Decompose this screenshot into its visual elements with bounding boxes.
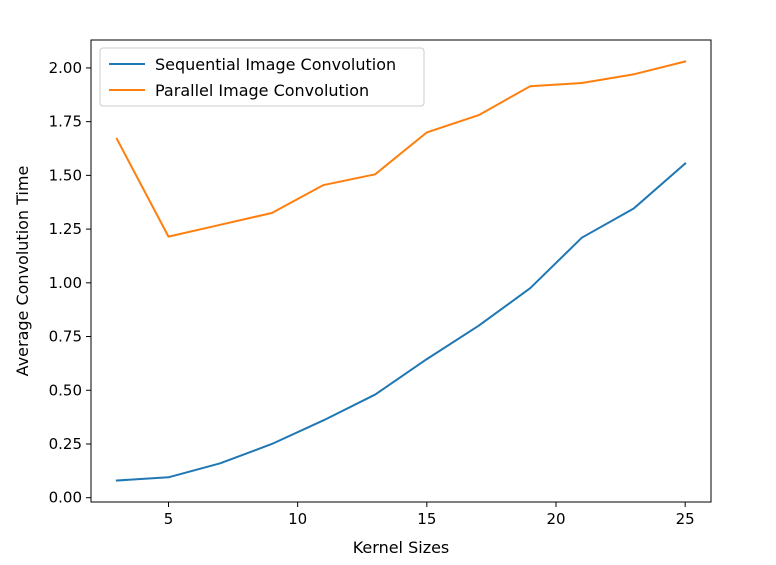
y-tick-label: 0.50 [49,381,82,399]
y-tick-label: 0.25 [49,435,82,453]
x-axis-ticks: 5 10 15 20 25 [164,502,695,528]
x-tick-label: 5 [164,510,174,528]
series-layer [115,60,687,482]
y-tick-label: 1.25 [49,220,82,238]
x-tick-label: 10 [288,510,307,528]
y-tick-label: 1.75 [49,113,82,131]
plot-frame [90,39,712,503]
y-axis-label: Average Convolution Time [13,166,32,377]
legend: Sequential Image Convolution Parallel Ima… [99,47,425,107]
y-tick-label: 0.00 [49,489,82,507]
series-line-parallel [115,60,687,238]
x-tick-label: 20 [546,510,565,528]
y-tick-label: 2.00 [49,59,82,77]
x-tick-label: 15 [417,510,436,528]
x-axis-label: Kernel Sizes [353,538,450,557]
legend-label: Parallel Image Convolution [155,81,369,100]
y-tick-label: 1.50 [49,166,82,184]
x-tick-label: 25 [676,510,695,528]
legend-label: Sequential Image Convolution [155,55,396,74]
series-line-sequential [115,162,687,482]
y-axis-ticks: 0.00 0.25 0.50 0.75 1.00 1.25 1.50 1.75 2.00 [49,59,91,507]
y-tick-label: 1.00 [49,274,82,292]
y-tick-label: 0.75 [49,328,82,346]
legend-box [99,47,425,107]
